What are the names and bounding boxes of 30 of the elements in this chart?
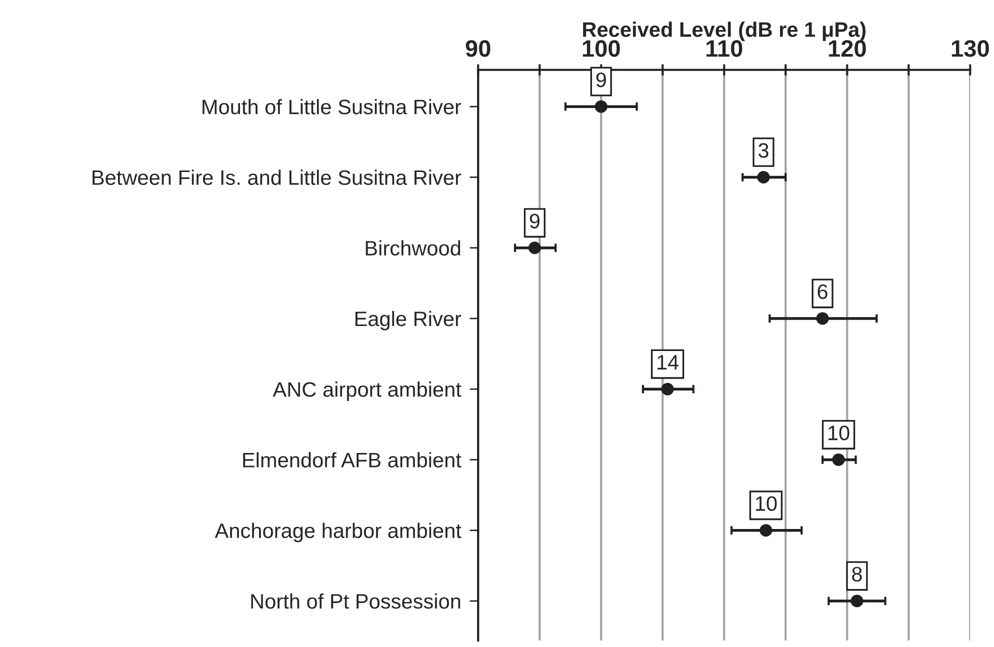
point xyxy=(760,524,772,537)
y-tick-label: Anchorage harbor ambient xyxy=(214,522,462,542)
point xyxy=(816,312,829,325)
x-tick-label: 90 xyxy=(466,40,490,57)
annotation: 10 xyxy=(828,426,850,440)
y-tick-label: Eagle River xyxy=(355,310,462,330)
annotation: 9 xyxy=(596,72,606,88)
point xyxy=(850,594,864,608)
y-tick-label: Elmendorf AFB ambient xyxy=(243,452,462,468)
y-tick-label: Mouth of Little Susitna River xyxy=(202,99,462,114)
x-tick-label: 120 xyxy=(828,40,866,57)
annotation: 3 xyxy=(758,143,768,158)
x-tick-label: 100 xyxy=(582,40,620,57)
y-tick-label: ANC airport ambient xyxy=(272,382,462,401)
x-tick-label: 130 xyxy=(952,40,989,57)
point xyxy=(661,382,674,396)
annotation: 8 xyxy=(852,566,862,582)
annotation: 9 xyxy=(530,214,540,228)
point xyxy=(528,242,541,254)
x-tick-label: 110 xyxy=(706,40,742,57)
point xyxy=(594,100,608,113)
point xyxy=(832,453,845,466)
x-axis-title: Received Level (dB re 1 μPa) xyxy=(583,22,866,42)
point xyxy=(757,170,770,184)
y-tick-label: Between Fire Is. and Little Susitna River xyxy=(92,170,462,185)
y-tick-label: North of Pt Possession xyxy=(251,593,460,609)
annotation: 6 xyxy=(818,284,828,300)
annotation: 14 xyxy=(658,355,679,370)
y-tick-label: Birchwood xyxy=(366,240,460,256)
annotation: 10 xyxy=(756,496,777,511)
